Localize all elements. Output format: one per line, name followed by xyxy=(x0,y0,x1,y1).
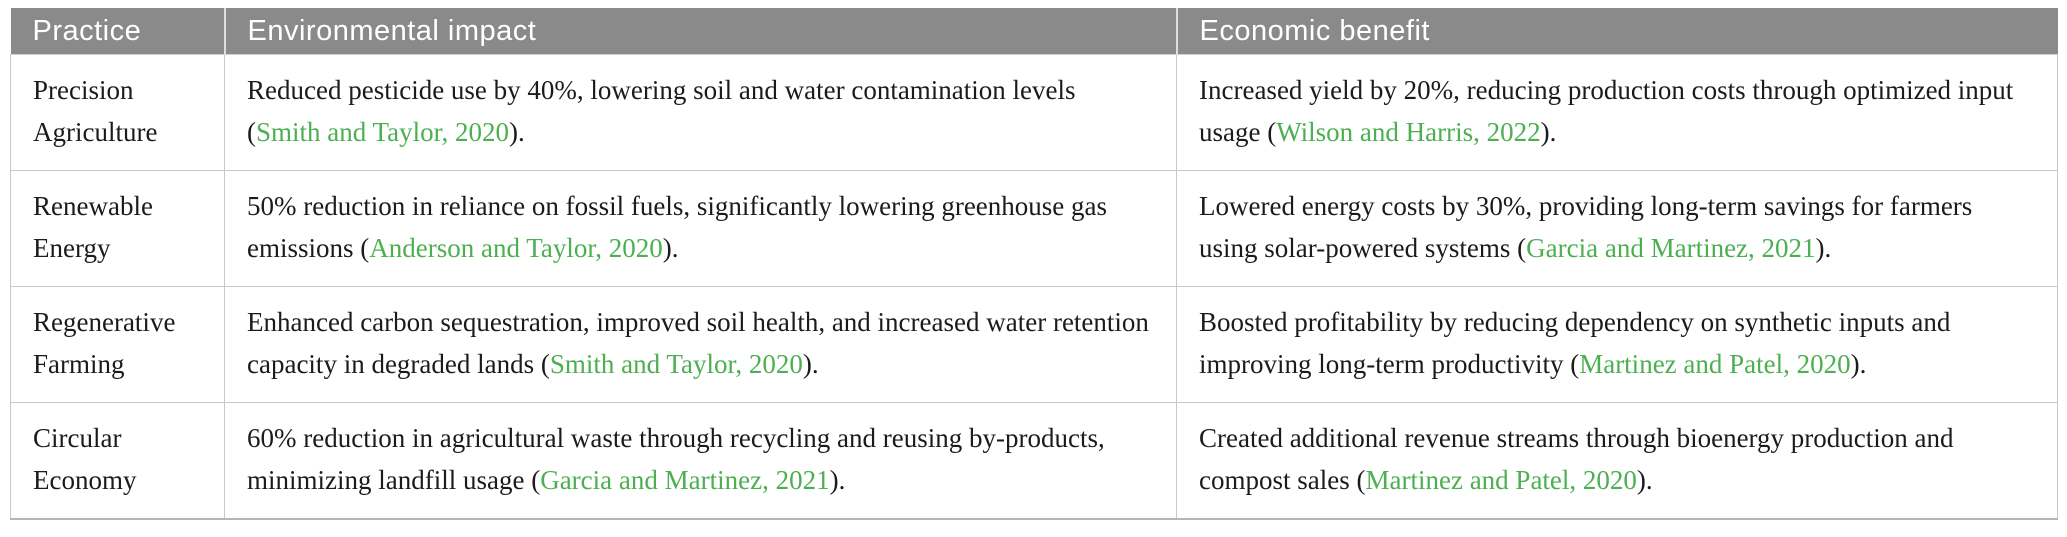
practice-cell: Regenerative Farming xyxy=(10,286,225,403)
cell-text: Increased yield by 20%, reducing product… xyxy=(1199,75,2014,147)
citation-link[interactable]: Garcia and Martinez, 2021 xyxy=(540,465,830,495)
environmental-cell: 60% reduction in agricultural waste thro… xyxy=(224,402,1177,520)
cell-text: Created additional revenue streams throu… xyxy=(1199,423,1954,495)
cell-text: ). xyxy=(802,349,819,379)
environmental-cell: 50% reduction in reliance on fossil fuel… xyxy=(224,170,1177,287)
table-body: Precision Agriculture Reduced pesticide … xyxy=(10,54,2058,520)
table-row: Circular Economy 60% reduction in agricu… xyxy=(10,402,2058,520)
citation-link[interactable]: Garcia and Martinez, 2021 xyxy=(1526,233,1816,263)
cell-text: Lowered energy costs by 30%, providing l… xyxy=(1199,191,1973,263)
economic-cell: Lowered energy costs by 30%, providing l… xyxy=(1176,170,2058,287)
cell-text: ). xyxy=(1540,117,1557,147)
cell-text: ). xyxy=(829,465,846,495)
practice-cell: Circular Economy xyxy=(10,402,225,520)
cell-text: Reduced pesticide use by 40%, lowering s… xyxy=(247,75,1076,147)
cell-text: ). xyxy=(662,233,679,263)
environmental-cell: Reduced pesticide use by 40%, lowering s… xyxy=(224,54,1177,171)
header-row: Practice Environmental impact Economic b… xyxy=(10,8,2058,55)
table-row: Precision Agriculture Reduced pesticide … xyxy=(10,54,2058,171)
cell-text: Enhanced carbon sequestration, improved … xyxy=(247,307,1149,379)
practice-cell: Precision Agriculture xyxy=(10,54,225,171)
cell-text: Boosted profitability by reducing depend… xyxy=(1199,307,1951,379)
cell-text: ). xyxy=(1850,349,1867,379)
cell-text: ). xyxy=(509,117,525,147)
citation-link[interactable]: Smith and Taylor, 2020 xyxy=(549,349,803,379)
cell-text: ). xyxy=(1636,465,1653,495)
impact-benefit-table: Practice Environmental impact Economic b… xyxy=(10,8,2058,520)
citation-link[interactable]: Wilson and Harris, 2022 xyxy=(1276,117,1541,147)
col-header-environmental-impact: Environmental impact xyxy=(223,8,1177,55)
economic-cell: Created additional revenue streams throu… xyxy=(1176,402,2058,520)
economic-cell: Boosted profitability by reducing depend… xyxy=(1176,286,2058,403)
practice-cell: Renewable Energy xyxy=(10,170,225,287)
table-row: Regenerative Farming Enhanced carbon seq… xyxy=(10,286,2058,403)
economic-cell: Increased yield by 20%, reducing product… xyxy=(1176,54,2058,171)
table-header: Practice Environmental impact Economic b… xyxy=(10,8,2058,55)
citation-link[interactable]: Martinez and Patel, 2020 xyxy=(1579,349,1851,379)
cell-text: 50% reduction in reliance on fossil fuel… xyxy=(247,191,1108,263)
citation-link[interactable]: Martinez and Patel, 2020 xyxy=(1365,465,1637,495)
cell-text: 60% reduction in agricultural waste thro… xyxy=(247,423,1105,495)
col-header-economic-benefit: Economic benefit xyxy=(1175,8,2058,55)
cell-text: ). xyxy=(1815,233,1832,263)
citation-link[interactable]: Smith and Taylor, 2020 xyxy=(256,117,510,147)
citation-link[interactable]: Anderson and Taylor, 2020 xyxy=(369,233,663,263)
col-header-practice: Practice xyxy=(10,8,225,55)
environmental-cell: Enhanced carbon sequestration, improved … xyxy=(224,286,1177,403)
table-row: Renewable Energy 50% reduction in relian… xyxy=(10,170,2058,287)
